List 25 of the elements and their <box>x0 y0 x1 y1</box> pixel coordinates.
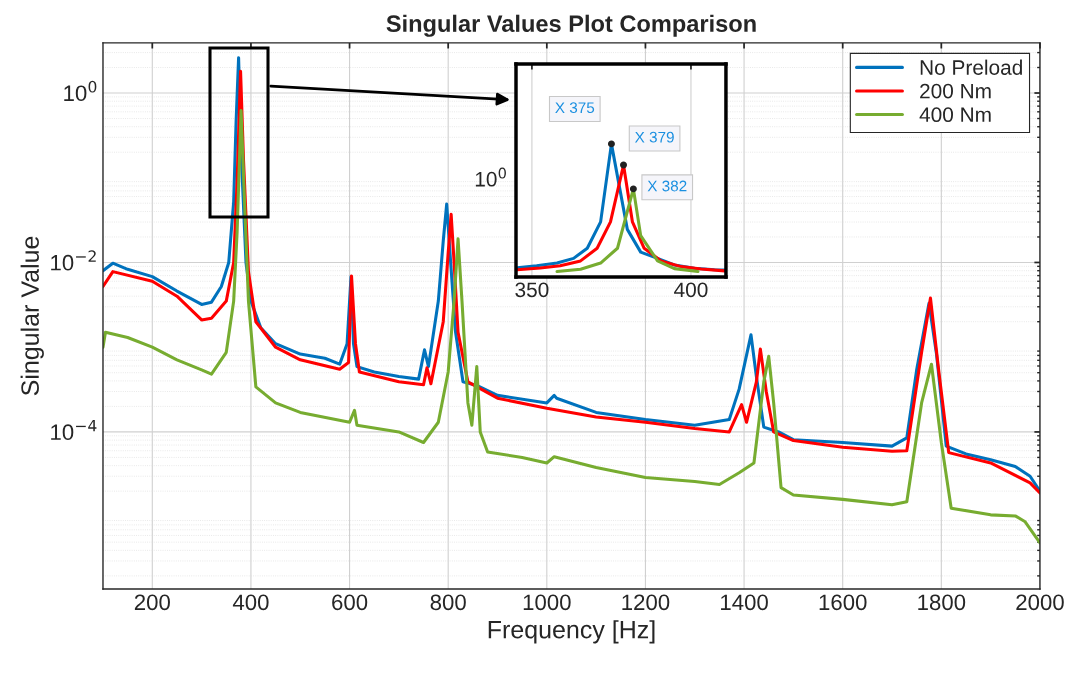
y-tick-label: 10$^{−2}$ <box>51 250 96 271</box>
annotation: X 379 <box>634 131 674 143</box>
y-tick-label: 10$^{−4}$ <box>51 419 97 441</box>
annotation: X 382 <box>647 180 687 192</box>
annotation: 10$^{0}$ <box>475 167 506 187</box>
x-tick-label: 800 <box>430 594 466 611</box>
x-tick-label: 1200 <box>622 594 670 611</box>
x-tick-label: 1600 <box>819 594 867 611</box>
x-tick-label: 600 <box>332 594 368 611</box>
x-tick-label: 350 <box>515 282 549 298</box>
legend-label: No Preload <box>920 59 1022 75</box>
y-axis-title: Singular Value <box>20 236 44 396</box>
legend-label: 400 Nm <box>919 107 991 123</box>
x-tick-label: 1800 <box>918 594 966 611</box>
x-tick-label: 2000 <box>1016 594 1064 611</box>
x-tick-label: 1400 <box>721 594 768 611</box>
annotation: X 375 <box>555 102 595 114</box>
x-tick-label: 400 <box>674 282 708 298</box>
x-tick-label: 200 <box>134 594 170 611</box>
legend-label: 200 Nm <box>920 83 991 99</box>
chart-title: Singular Values Plot Comparison <box>386 14 756 37</box>
x-tick-label: 1000 <box>523 594 571 611</box>
y-tick-label: 10$^{0}$ <box>64 80 97 102</box>
x-tick-label: 400 <box>232 594 269 611</box>
x-axis-title: Frequency [Hz] <box>488 620 655 644</box>
